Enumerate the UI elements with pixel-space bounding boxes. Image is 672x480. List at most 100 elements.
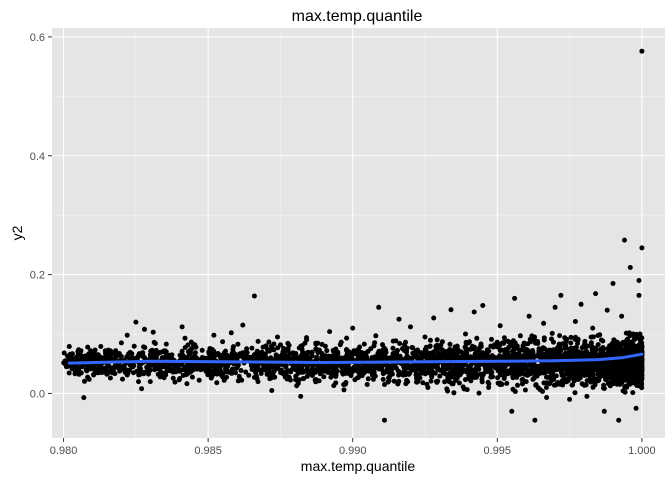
data-point [575,341,580,346]
data-point [413,348,419,354]
data-point [376,304,382,310]
data-point [304,335,309,341]
data-point [629,356,635,362]
data-point [327,329,333,335]
data-point [442,379,448,385]
data-point [506,353,512,359]
chart-title: max.temp.quantile [292,8,423,25]
data-point [268,347,274,353]
data-point [511,364,517,370]
data-point [538,352,544,358]
data-point [639,48,645,54]
y-tick-label: 0.2 [30,270,45,282]
data-point [319,341,325,347]
data-point [304,355,309,360]
data-point [66,344,72,349]
data-point [380,376,386,382]
data-point [246,372,252,378]
data-point [630,390,636,396]
data-point [85,357,91,363]
data-point [453,353,459,359]
data-point [96,369,102,375]
data-point [598,352,604,358]
data-point [636,278,642,283]
data-point [221,377,227,383]
data-point [314,354,320,360]
data-point [435,378,441,384]
data-point [607,380,613,386]
data-point [396,356,402,362]
data-point [148,348,154,354]
data-point [616,417,622,423]
data-point [339,363,345,369]
data-point [363,350,369,356]
data-point [582,338,588,344]
data-point [590,363,596,369]
data-point [479,373,485,379]
data-point [425,385,431,390]
data-point [206,364,212,370]
data-point [228,330,234,336]
data-point [84,368,90,374]
data-point [511,347,517,352]
data-point [66,370,72,376]
data-point [156,366,162,372]
data-point [624,384,630,390]
data-point [191,356,197,361]
data-point [292,354,298,360]
data-point [184,381,190,387]
data-point [618,361,624,367]
data-point [572,390,578,396]
data-point [493,364,499,370]
y-axis-title: y2 [9,225,25,240]
data-point [463,339,469,345]
data-point [544,374,549,380]
data-point [617,376,623,382]
data-point [255,338,261,344]
data-point [332,369,338,375]
data-point [298,343,304,349]
data-point [548,371,554,377]
data-point [279,370,285,376]
data-point [418,350,424,356]
data-point [131,343,137,349]
data-point [631,364,637,370]
data-point [267,376,273,382]
data-point [487,365,493,370]
data-point [478,341,484,347]
data-point [321,374,327,380]
data-point [461,386,467,392]
data-point [479,379,485,385]
data-point [583,362,589,368]
data-point [102,365,108,371]
data-point [391,378,397,384]
data-point [303,368,309,373]
data-point [370,376,376,382]
data-point [281,350,287,356]
data-point [636,292,642,298]
data-point [335,351,341,357]
data-point [406,365,412,371]
data-point [73,355,79,360]
data-point [450,371,456,377]
data-point [553,373,559,379]
data-point [541,337,547,343]
data-point [294,383,300,389]
data-point [136,372,142,378]
data-point [607,363,613,368]
data-point [324,348,330,354]
data-point [596,362,602,368]
data-point [365,376,371,382]
data-point [189,367,195,373]
data-point [465,376,471,382]
data-point [620,366,626,371]
data-point [468,362,474,368]
data-point [601,386,607,391]
data-point [461,362,467,368]
data-point [275,334,280,340]
data-point [298,365,304,371]
data-point [555,345,560,351]
data-point [249,367,255,372]
data-point [162,363,168,369]
data-point [76,368,82,374]
